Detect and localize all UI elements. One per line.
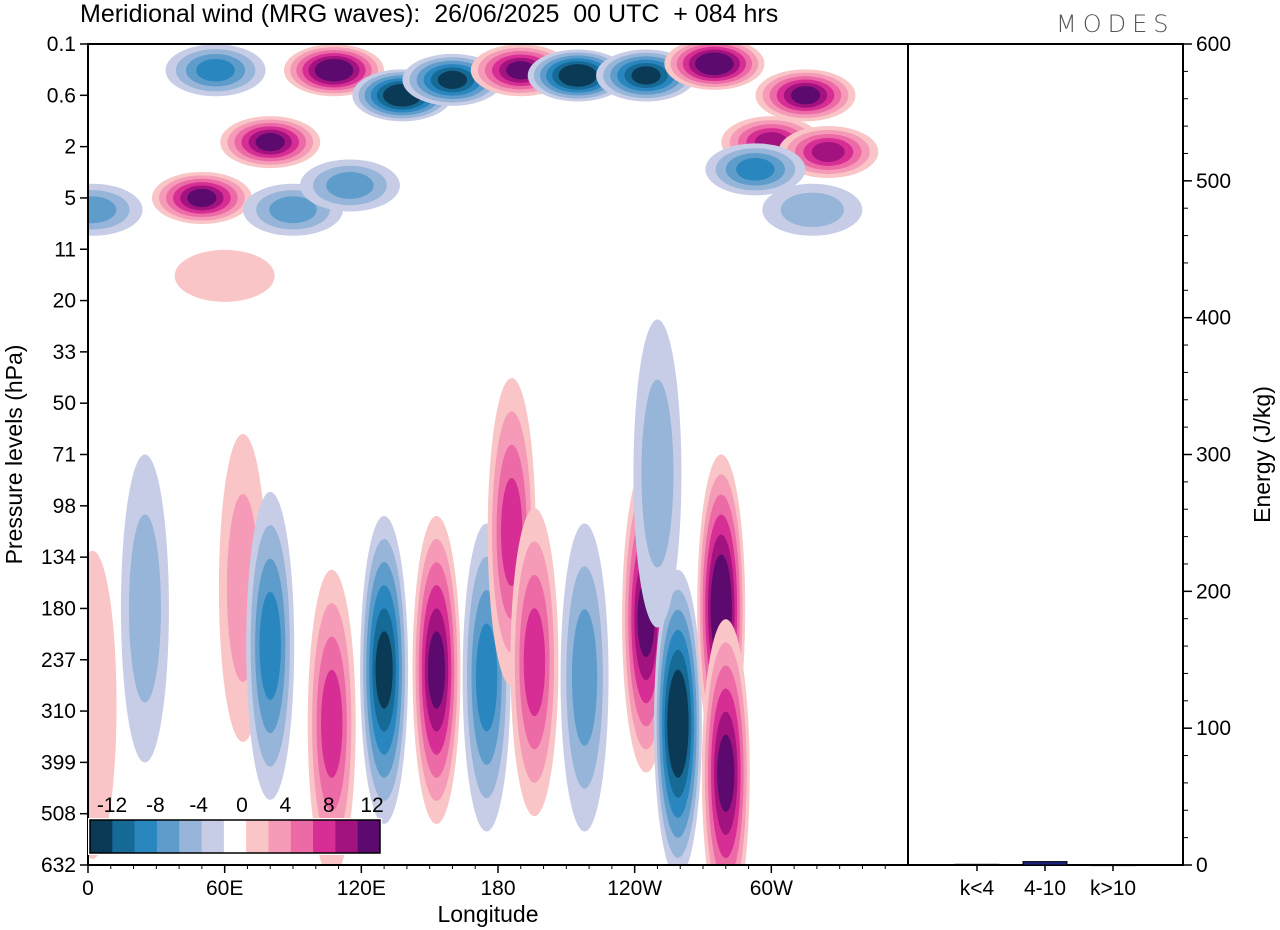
y-tick-label: 399 [41,751,76,774]
colorbar-swatch [223,820,247,853]
heatmap-cell [326,172,374,199]
heatmap-cell [736,158,775,181]
y-tick-label: 71 [53,444,76,467]
chart-title: Meridional wind (MRG waves): 26/06/2025 … [80,0,779,28]
x-tick-label: 120W [607,877,662,900]
heatmap-cell [717,734,735,812]
colorbar-swatch [246,820,269,853]
energy-tick-label: 400 [1196,307,1231,330]
y-tick-label: 237 [41,649,76,672]
energy-bar [1090,864,1136,867]
colorbar-label: 12 [360,794,383,817]
energy-tick-label: 600 [1196,33,1231,56]
heatmap-cell [269,196,317,224]
heatmap-cell [321,669,343,778]
y-tick-label: 33 [53,341,76,364]
energy-axis-label: Energy (J/kg) [1249,386,1275,523]
y-tick-label: 50 [53,392,76,415]
heatmap-cell [320,61,348,79]
y-tick-label: 2 [64,136,76,159]
colorbar-label: 0 [236,794,248,817]
heatmap-cell [631,66,661,85]
heatmap-cell [701,55,728,73]
energy-tick-label: 100 [1196,717,1231,740]
colorbar-label: 4 [279,794,291,817]
energy-tick-label: 300 [1196,444,1231,467]
heatmap-cell [564,67,591,84]
energy-bar [954,863,1000,866]
heatmap-cell [790,86,821,105]
heatmap-cell [669,689,686,758]
energy-bar [1022,861,1068,866]
bar-category-label: k<4 [960,877,995,900]
x-tick-label: 60E [206,877,243,900]
colorbar-label: 8 [323,794,335,817]
heatmap-cell [780,192,844,228]
y-tick-label: 508 [41,803,76,826]
y-tick-label: 134 [41,546,76,569]
x-tick-label: 180 [480,877,515,900]
y-tick-label: 0.6 [47,84,76,107]
heatmap-cell [174,249,275,302]
y-tick-label: 180 [41,597,76,620]
heatmap-cell [427,631,446,709]
heatmap-cell [88,550,117,859]
x-axis-label: Longitude [437,901,538,927]
heatmap-cell [88,196,117,224]
colorbar-swatch [112,820,136,853]
bar-category-label: k>10 [1090,877,1136,900]
energy-tick-label: 0 [1196,854,1208,877]
y-tick-label: 5 [64,187,76,210]
y-axis-label: Pressure levels (hPa) [1,345,27,565]
heatmap-cell [255,133,285,152]
heatmap-field [88,44,879,865]
heatmap-cell [437,70,468,89]
y-tick-label: 310 [41,700,76,723]
colorbar-swatch [357,820,381,853]
x-tick-label: 60W [750,877,793,900]
y-tick-label: 11 [54,238,76,261]
heatmap-cell [375,631,393,709]
heatmap-cell [196,58,235,82]
colorbar-swatch [313,820,336,853]
colorbar-label: -8 [146,794,165,817]
colorbar-swatch [201,820,225,853]
colorbar-frame [89,819,381,854]
y-tick-label: 20 [53,290,76,313]
y-tick-label: 98 [53,495,76,518]
colorbar-swatch [335,820,359,853]
heatmap-cell [259,591,281,700]
heatmap-cell [811,141,845,162]
heatmap-cell [523,608,546,717]
modes-logo: MODES [1056,10,1175,38]
energy-tick-label: 500 [1196,170,1231,193]
colorbar-swatch [90,820,113,853]
y-tick-label: 632 [41,854,76,877]
heatmap-cell [128,514,161,703]
heatmap-cell [187,188,217,208]
colorbar-swatch [156,820,180,853]
colorbar-swatch [179,820,203,853]
colorbar-label: -12 [97,794,127,817]
x-tick-label: 120E [337,877,386,900]
y-tick-label: 0.1 [47,33,76,56]
colorbar-swatch [134,820,158,853]
bar-panel-frame [907,43,1184,866]
colorbar-label: -4 [189,794,208,817]
heatmap-cell [475,623,498,732]
colorbar-swatch [290,820,314,853]
energy-tick-label: 200 [1196,580,1231,603]
x-tick-label: 0 [82,877,94,900]
colorbar-swatch [268,820,292,853]
heatmap-cell [641,379,674,568]
bar-category-label: 4-10 [1024,877,1066,900]
heatmap-cell [571,609,598,746]
